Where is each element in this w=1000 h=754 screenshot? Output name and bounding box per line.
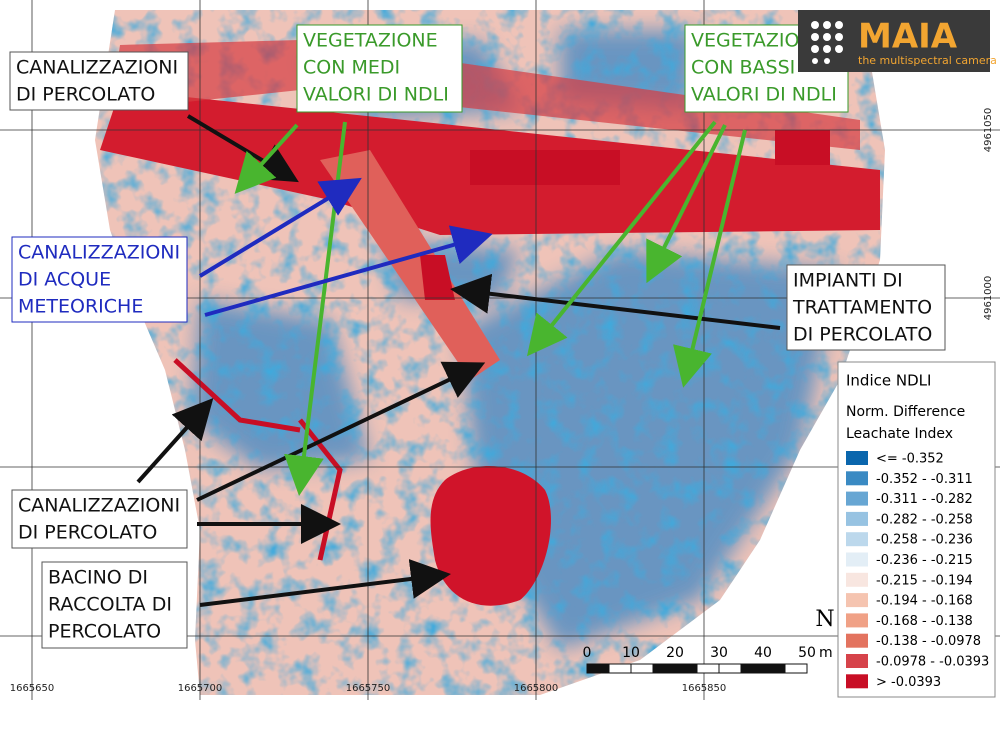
label-text: VALORI DI NDLI (303, 84, 449, 106)
label-text: RACCOLTA DI (48, 594, 172, 616)
scale-tick-label: 50 (798, 645, 816, 661)
legend-label: -0.168 - -0.138 (876, 614, 973, 629)
grid-y-label: 4961050 (983, 108, 994, 153)
legend-swatch (846, 552, 868, 567)
arrow (198, 177, 362, 278)
legend-swatch (846, 451, 868, 465)
scale-segment (740, 663, 764, 674)
legend-swatch (846, 633, 868, 648)
legend-label: > -0.0393 (876, 675, 941, 690)
grid-x-label: 1665750 (346, 683, 391, 694)
arrow (450, 273, 781, 330)
annotations: CANALIZZAZIONI DI PERCOLATO VEGETAZIONE CON… (9, 24, 946, 649)
scale-segment (784, 663, 808, 674)
label-text: CON MEDI (303, 57, 400, 79)
legend-label: -0.258 - -0.236 (876, 533, 973, 548)
legend-title: Indice NDLI (846, 372, 931, 390)
legend-swatch (846, 674, 868, 689)
legend-swatch (846, 491, 868, 506)
arrows (136, 114, 781, 607)
label-text: PERCOLATO (48, 621, 161, 643)
legend-subtitle: Norm. Difference (846, 404, 965, 420)
legend: Indice NDLI Norm. Difference Leachate Inde… (837, 361, 996, 698)
logo-tagline: the multispectral camera (858, 54, 997, 67)
label-text: CANALIZZAZIONI (18, 242, 180, 264)
legend-label: -0.0978 - -0.0393 (876, 655, 989, 670)
scale-segment (586, 663, 610, 674)
scale-tick-label: 0 (583, 645, 592, 661)
legend-swatch (846, 532, 868, 547)
scale-tick-label: 10 (622, 645, 640, 661)
scale-tick-label: 30 (710, 645, 728, 661)
arrow (196, 361, 486, 502)
arrow (526, 120, 717, 357)
label-text: CON BASSI (691, 57, 795, 79)
legend-label: -0.352 - -0.311 (876, 472, 973, 487)
label-text: IMPIANTI DI (793, 270, 903, 292)
legend-swatch (846, 613, 868, 628)
legend-label: -0.215 - -0.194 (876, 573, 973, 588)
scale-segment (630, 663, 654, 674)
arrow (673, 129, 747, 388)
logo-icon (811, 21, 843, 64)
label-text: DI ACQUE (18, 269, 111, 291)
label-box (41, 561, 188, 649)
legend-label: -0.236 - -0.215 (876, 553, 973, 568)
logo: MAIA the multispectral camera (798, 10, 997, 72)
legend-label: -0.194 - -0.168 (876, 594, 973, 609)
label-box (786, 264, 946, 351)
label-text: DI PERCOLATO (18, 522, 157, 544)
grid-y-label: 4961000 (983, 276, 994, 321)
scale-unit: m (819, 645, 833, 661)
legend-label: <= -0.352 (876, 452, 944, 467)
scale-tick-label: 40 (754, 645, 772, 661)
grid-x-label: 1665850 (682, 683, 727, 694)
scale-segment (674, 663, 698, 674)
legend-swatch (846, 593, 868, 608)
label-text: DI PERCOLATO (793, 324, 932, 346)
logo-background (798, 10, 990, 72)
legend-swatch (846, 471, 868, 486)
label-text: VALORI DI NDLI (691, 84, 837, 106)
scale-segment (608, 663, 632, 674)
label-text: DI PERCOLATO (16, 84, 155, 106)
arrow (199, 559, 451, 607)
legend-subtitle: Leachate Index (846, 426, 953, 442)
grid-x-label: 1665800 (514, 683, 559, 694)
legend-label: -0.282 - -0.258 (876, 512, 973, 527)
logo-brand: MAIA (858, 17, 958, 57)
label-text: VEGETAZIONE (303, 30, 438, 52)
label-text: CANALIZZAZIONI (16, 57, 178, 79)
grid-x-label: 1665700 (178, 683, 223, 694)
label-box (11, 489, 188, 549)
grid-x-label: 1665650 (10, 683, 55, 694)
legend-label: -0.311 - -0.282 (876, 492, 973, 507)
north-arrow: N (815, 607, 834, 632)
scale-bar: 0 10 20 30 40 50 m (583, 645, 833, 674)
label-text: TRATTAMENTO (792, 297, 932, 319)
label-text: VEGETAZIONE (691, 30, 826, 52)
legend-label: -0.138 - -0.0978 (876, 634, 981, 649)
arrow (136, 398, 214, 484)
label-box (296, 24, 463, 113)
scale-segment (652, 663, 676, 674)
scale-segment (696, 663, 720, 674)
scale-segment (718, 663, 742, 674)
label-text: CANALIZZAZIONI (18, 495, 180, 517)
scale-tick-label: 20 (666, 645, 684, 661)
arrow (646, 124, 727, 284)
legend-swatch (846, 572, 868, 587)
legend-swatch (846, 654, 868, 668)
label-text: BACINO DI (48, 567, 148, 589)
scale-segment (762, 663, 786, 674)
label-box (9, 51, 189, 111)
arrow (234, 123, 299, 194)
label-box (11, 236, 188, 323)
legend-swatch (846, 511, 868, 526)
arrow (204, 225, 493, 317)
label-text: METEORICHE (18, 296, 143, 318)
